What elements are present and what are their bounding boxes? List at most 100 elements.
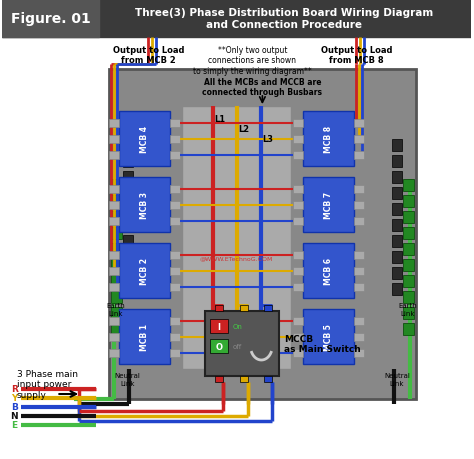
Bar	[123, 156, 133, 168]
Text: MCB 6: MCB 6	[324, 257, 333, 285]
Text: MCCB
as Main Switch: MCCB as Main Switch	[284, 334, 361, 353]
Text: MCB 7: MCB 7	[324, 191, 333, 218]
Bar	[170, 218, 180, 225]
Text: L3: L3	[263, 134, 273, 143]
Bar	[123, 219, 133, 231]
Bar	[293, 185, 303, 194]
Text: N: N	[10, 412, 18, 420]
Bar	[182, 107, 291, 369]
Bar	[170, 268, 180, 275]
Text: @WWW.ETechnoG.COM: @WWW.ETechnoG.COM	[200, 256, 273, 260]
Bar	[303, 243, 355, 298]
Bar	[392, 268, 402, 280]
Bar	[293, 317, 303, 325]
Bar	[123, 188, 133, 200]
Text: MCB 8: MCB 8	[324, 126, 333, 153]
Bar	[239, 376, 247, 382]
Bar	[109, 268, 119, 275]
Bar	[109, 333, 119, 341]
Text: All the MCBs and MCCB are
connected through Busbars: All the MCBs and MCCB are connected thro…	[202, 78, 322, 97]
Text: off: off	[233, 343, 242, 349]
Bar	[170, 202, 180, 210]
Bar	[403, 259, 414, 271]
Bar	[403, 228, 414, 240]
Bar	[355, 218, 365, 225]
Bar	[119, 309, 170, 364]
Bar	[355, 283, 365, 291]
Bar	[205, 311, 279, 376]
Text: MCB 3: MCB 3	[140, 191, 149, 218]
Text: O: O	[215, 342, 222, 351]
Bar	[2, 0, 99, 38]
Bar	[403, 179, 414, 191]
Bar	[123, 268, 133, 280]
Bar	[170, 120, 180, 128]
Bar	[109, 136, 119, 144]
Bar	[111, 179, 122, 191]
Bar	[403, 243, 414, 256]
Bar	[109, 202, 119, 210]
Bar	[123, 172, 133, 184]
Bar	[210, 319, 228, 333]
Text: Neutral
Link: Neutral Link	[384, 373, 410, 386]
Bar	[109, 185, 119, 194]
Bar	[111, 308, 122, 319]
Bar	[111, 196, 122, 207]
Bar	[403, 275, 414, 287]
Bar	[293, 333, 303, 341]
Text: MCB 2: MCB 2	[140, 257, 149, 285]
Bar	[111, 212, 122, 224]
Bar	[111, 243, 122, 256]
Bar	[109, 151, 119, 160]
Bar	[303, 309, 355, 364]
Bar	[123, 235, 133, 247]
Bar	[403, 291, 414, 303]
Bar	[355, 349, 365, 357]
Bar	[111, 228, 122, 240]
Bar	[111, 259, 122, 271]
Bar	[392, 219, 402, 231]
Text: L1: L1	[215, 114, 226, 123]
Bar	[170, 317, 180, 325]
Bar	[303, 112, 355, 167]
Bar	[303, 178, 355, 233]
Bar	[111, 323, 122, 335]
Bar	[293, 136, 303, 144]
Bar	[109, 120, 119, 128]
Bar	[109, 252, 119, 259]
Bar	[119, 112, 170, 167]
Bar	[170, 136, 180, 144]
Bar	[293, 283, 303, 291]
Bar	[392, 252, 402, 263]
Bar	[293, 202, 303, 210]
Text: **Only two output
connections are shown
to simply the wiring diagram**: **Only two output connections are shown …	[193, 46, 312, 76]
Bar	[355, 202, 365, 210]
Bar	[119, 243, 170, 298]
Bar	[123, 252, 133, 263]
Text: B: B	[11, 403, 18, 412]
Bar	[293, 252, 303, 259]
Bar	[392, 140, 402, 151]
Bar	[355, 120, 365, 128]
Bar	[109, 283, 119, 291]
Bar	[392, 203, 402, 216]
Bar	[109, 70, 416, 399]
Text: Y: Y	[11, 394, 18, 403]
Bar	[123, 140, 133, 151]
Bar	[111, 275, 122, 287]
Text: Earth
Link: Earth Link	[399, 303, 417, 316]
Bar	[355, 185, 365, 194]
Text: L2: L2	[238, 124, 250, 133]
Bar	[293, 151, 303, 160]
Bar	[170, 151, 180, 160]
Bar	[170, 283, 180, 291]
Bar	[239, 305, 247, 311]
Text: Earth
Link: Earth Link	[107, 303, 125, 316]
Bar	[403, 323, 414, 335]
Bar	[355, 252, 365, 259]
Bar	[392, 156, 402, 168]
Bar	[355, 268, 365, 275]
Bar	[2, 0, 471, 38]
Bar	[123, 283, 133, 295]
Bar	[210, 339, 228, 353]
